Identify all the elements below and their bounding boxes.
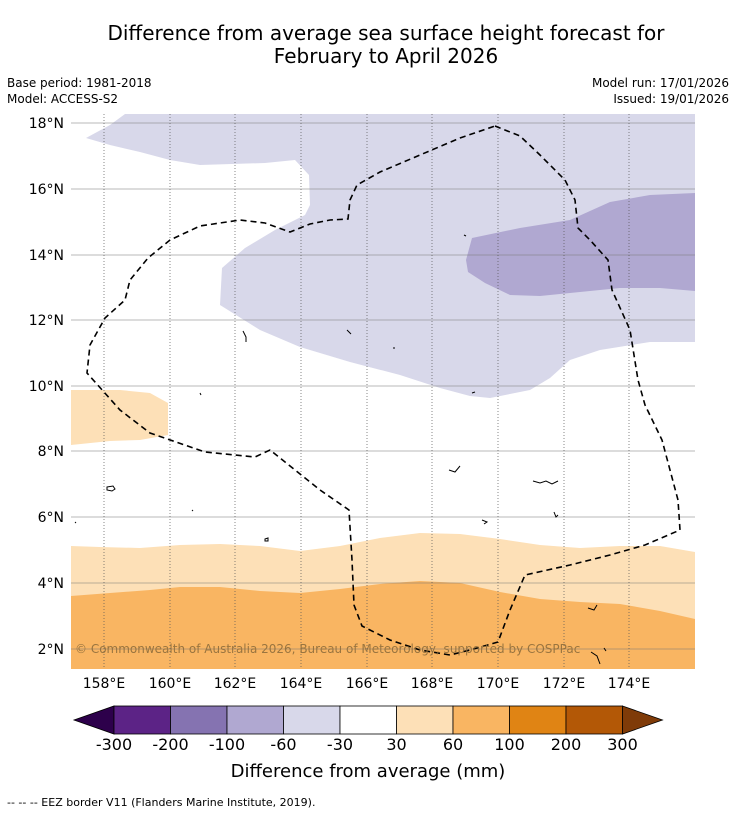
island [481, 519, 489, 525]
colorbar-segment [396, 705, 454, 735]
colorbar-tick-label: 100 [494, 735, 525, 754]
region-south-orange [71, 581, 695, 669]
region-light-lavender [86, 114, 695, 398]
island [463, 234, 467, 237]
colorbar-tick-label: -30 [327, 735, 353, 754]
lon-label: 170°E [477, 676, 520, 692]
colorbar-tick-label: -60 [270, 735, 296, 754]
colorbar-tick-label: 30 [386, 735, 406, 754]
island [448, 465, 461, 473]
colorbar-segment [170, 705, 228, 735]
lon-label: 158°E [83, 676, 126, 692]
region-west-peach [71, 390, 168, 445]
colorbar-over-arrow [622, 705, 664, 735]
title-line-1: Difference from average sea surface heig… [107, 21, 665, 45]
graticule [71, 114, 695, 669]
lat-label: 8°N [38, 444, 64, 460]
colorbar: -300 -200 -100 -60 -30 30 60 100 200 300 [72, 705, 664, 754]
model-name: Model: ACCESS-S2 [7, 92, 119, 106]
lat-label: 14°N [29, 248, 64, 264]
lon-label: 164°E [280, 676, 323, 692]
colorbar-tick-label: -200 [152, 735, 188, 754]
island [264, 537, 269, 542]
island [587, 604, 598, 611]
island [603, 647, 607, 652]
lon-label: 168°E [411, 676, 454, 692]
colorbar-segment [226, 705, 284, 735]
colorbar-segment [565, 705, 623, 735]
island [242, 330, 247, 342]
island [532, 480, 559, 485]
colorbar-tick-label: 200 [551, 735, 582, 754]
axis-labels: 18°N 16°N 14°N 12°N 10°N 8°N 6°N 4°N 2°N 158°E 160… [29, 116, 651, 692]
anomaly-field [71, 114, 695, 669]
lat-label: 2°N [38, 642, 64, 658]
lat-label: 12°N [29, 313, 64, 329]
lon-label: 162°E [214, 676, 257, 692]
lon-label: 166°E [346, 676, 389, 692]
colorbar-tick-label: -300 [96, 735, 132, 754]
colorbar-tick-label: -100 [209, 735, 245, 754]
colorbar-segment [452, 705, 510, 735]
title-line-2: February to April 2026 [273, 44, 499, 68]
model-run: Model run: 17/01/2026 [591, 76, 729, 90]
lat-label: 16°N [29, 182, 64, 198]
colorbar-segment [509, 705, 567, 735]
lat-label: 4°N [38, 576, 64, 592]
colorbar-segment [283, 705, 341, 735]
lat-label: 18°N [29, 116, 64, 132]
issued-date: Issued: 19/01/2026 [613, 92, 729, 106]
colorbar-under-arrow [72, 705, 115, 735]
colorbar-tick-label: 300 [607, 735, 638, 754]
lon-label: 160°E [149, 676, 192, 692]
island [590, 651, 601, 665]
island [106, 485, 116, 492]
region-medium-lavender [466, 193, 695, 296]
lon-label: 172°E [543, 676, 586, 692]
island [471, 391, 476, 394]
chart-title: Difference from average sea surface heig… [40, 22, 732, 68]
island [553, 511, 559, 518]
meta-left: Base period: 1981-2018 Model: ACCESS-S2 [7, 75, 152, 107]
colorbar-segment [113, 705, 171, 735]
island [74, 521, 77, 524]
lat-label: 10°N [29, 379, 64, 395]
footnote: -- -- -- EEZ border V11 (Flanders Marine… [7, 796, 316, 809]
colorbar-tick-label: 60 [443, 735, 463, 754]
island [199, 392, 202, 396]
copyright-text: © Commonwealth of Australia 2026, Bureau… [75, 642, 580, 656]
colorbar-label: Difference from average (mm) [230, 761, 506, 782]
base-period: Base period: 1981-2018 [7, 76, 152, 90]
meta-right: Model run: 17/01/2026 Issued: 19/01/2026 [592, 75, 729, 107]
lat-label: 6°N [38, 510, 64, 526]
island [191, 509, 194, 512]
eez-border [86, 125, 681, 656]
islands [74, 234, 607, 665]
colorbar-segment [339, 705, 397, 735]
lon-label: 174°E [608, 676, 651, 692]
island [346, 329, 352, 335]
